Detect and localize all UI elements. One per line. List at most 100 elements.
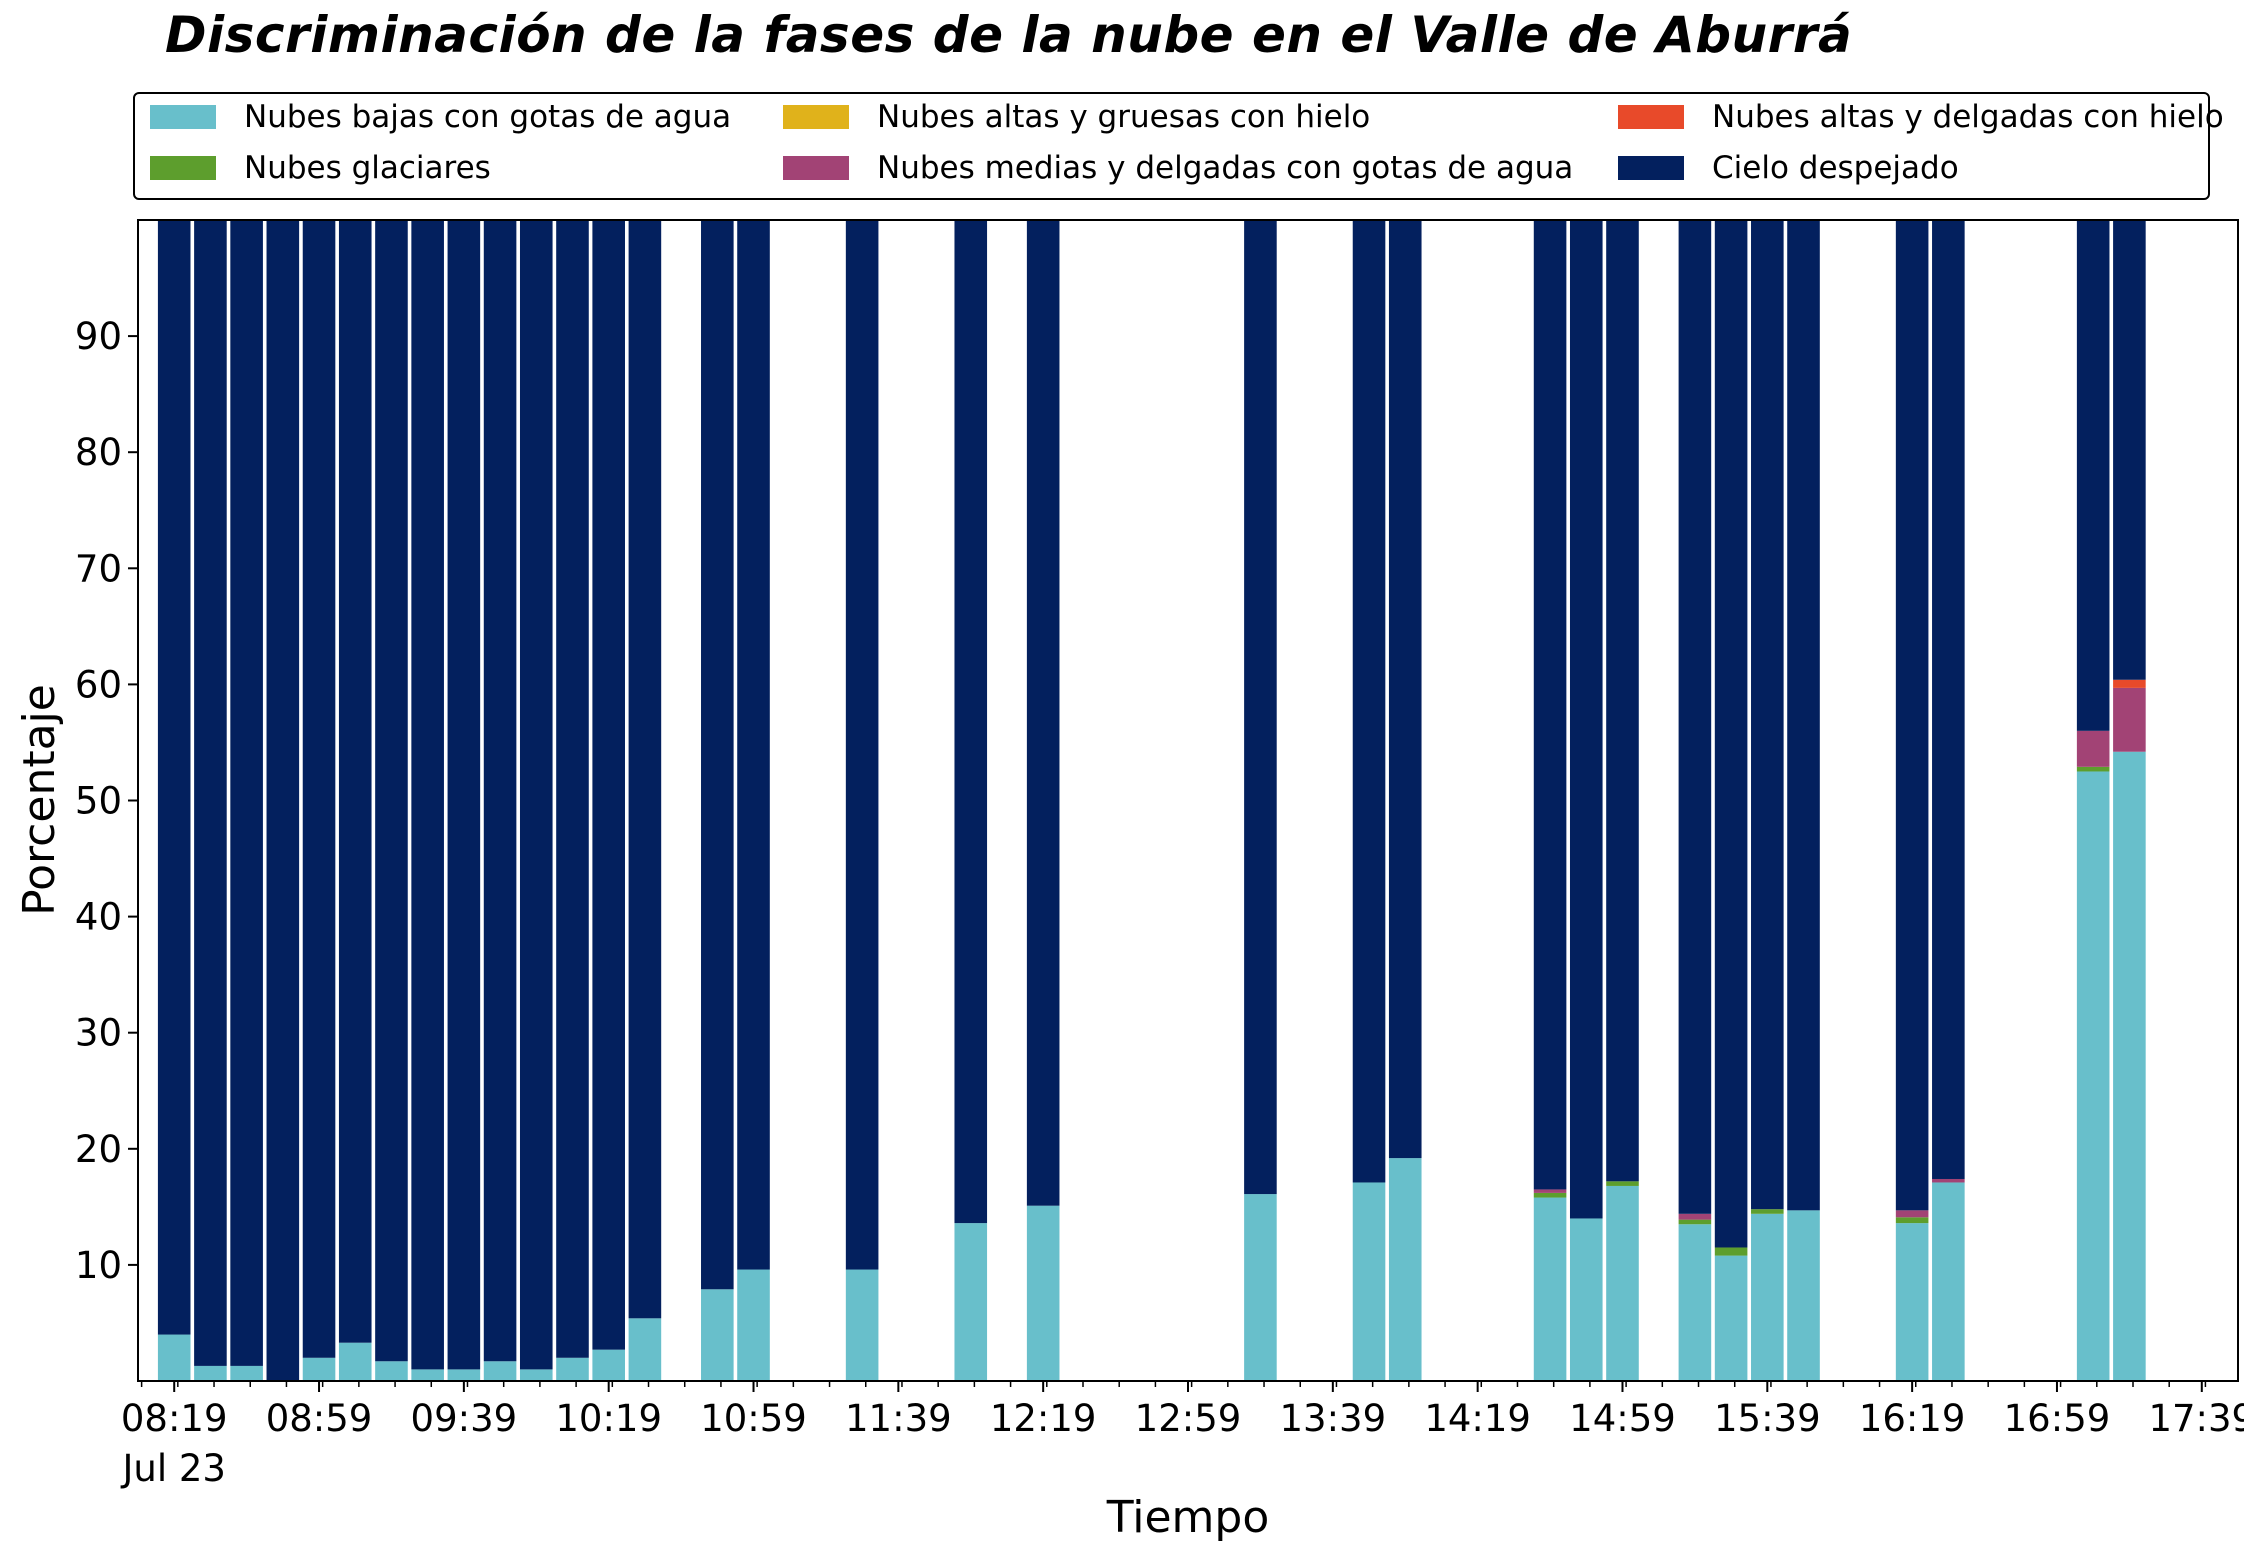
bar-segment	[592, 220, 625, 1350]
y-tick-label: 50	[75, 780, 122, 823]
bar-segment	[157, 1334, 191, 1381]
bar-segment	[1352, 220, 1386, 1183]
x-tick-label: 15:39	[1714, 1397, 1821, 1440]
legend-swatch	[150, 105, 216, 129]
x-axis-label: Tiempo	[1106, 1492, 1270, 1543]
x-tick-label: 08:59	[266, 1397, 373, 1440]
bar-segment	[519, 220, 553, 1370]
legend-label: Nubes bajas con gotas de agua	[244, 99, 732, 135]
y-tick-label: 90	[75, 315, 122, 358]
bar-segment	[1895, 1210, 1929, 1218]
legend-item-glaciares: Nubes glaciares	[150, 150, 491, 186]
y-tick-label: 10	[75, 1244, 122, 1287]
bar-segment	[1895, 220, 1929, 1211]
bar-segment	[230, 220, 263, 1366]
bar-segment	[411, 220, 444, 1370]
bar-segment	[1678, 1224, 1712, 1381]
bar-segment	[556, 220, 589, 1358]
bar-segment	[447, 1369, 481, 1381]
x-tick-date-label: Jul 23	[120, 1447, 225, 1490]
bar-segment	[1714, 1255, 1748, 1381]
x-tick-label: 12:19	[990, 1397, 1097, 1440]
bar-segment	[1787, 220, 1820, 1211]
bar-segment	[556, 1357, 589, 1381]
y-tick-label: 60	[75, 663, 122, 706]
bar-segment	[1751, 1209, 1784, 1214]
bar-segment	[1714, 1247, 1748, 1256]
legend-item-altas-delgadas: Nubes altas y delgadas con hielo	[1618, 99, 2224, 135]
bar-segment	[1751, 1213, 1784, 1381]
bar-segment	[1352, 1182, 1386, 1381]
bar-segment	[2076, 766, 2110, 772]
bar-segment	[1244, 220, 1277, 1195]
bar-segment	[1388, 220, 1422, 1159]
bar-segment	[338, 1342, 372, 1381]
bar-segment	[483, 220, 517, 1362]
bar-segment	[2113, 751, 2146, 1381]
x-tick-label: 17:39	[2148, 1397, 2244, 1440]
legend-item-medias-delgadas: Nubes medias y delgadas con gotas de agu…	[783, 150, 1574, 186]
bar-segment	[1678, 1213, 1712, 1220]
bars	[157, 220, 2146, 1381]
legend-swatch	[783, 156, 849, 180]
bar-segment	[1569, 1218, 1603, 1381]
bar-segment	[1606, 1185, 1639, 1381]
bar-segment	[194, 1365, 227, 1381]
legend-label: Nubes medias y delgadas con gotas de agu…	[877, 150, 1574, 186]
x-tick-label: 13:39	[1280, 1397, 1387, 1440]
bar-segment	[845, 1269, 879, 1381]
bar-segment	[628, 1318, 662, 1381]
bar-segment	[2113, 220, 2146, 680]
legend-label: Nubes glaciares	[244, 150, 491, 186]
bar-segment	[1244, 1194, 1277, 1381]
bar-segment	[1787, 1210, 1820, 1381]
bar-segment	[1533, 220, 1567, 1190]
bar-segment	[266, 220, 300, 1381]
bar-segment	[519, 1369, 553, 1381]
x-tick-label: 12:59	[1135, 1397, 1242, 1440]
bar-segment	[701, 1289, 734, 1381]
bar-segment	[2076, 220, 2110, 731]
bar-segment	[737, 1269, 770, 1381]
legend-item-bajas: Nubes bajas con gotas de agua	[150, 99, 732, 135]
legend-swatch	[1618, 105, 1684, 129]
bar-segment	[1606, 220, 1639, 1182]
legend-item-altas-gruesas: Nubes altas y gruesas con hielo	[783, 99, 1371, 135]
bar-segment	[1606, 1181, 1639, 1186]
bar-segment	[1569, 220, 1603, 1219]
legend-label: Nubes altas y gruesas con hielo	[877, 99, 1371, 135]
bar-segment	[1533, 1192, 1567, 1198]
bar-segment	[375, 220, 408, 1362]
bar-segment	[1932, 220, 1965, 1179]
bar-segment	[447, 220, 481, 1370]
x-tick-label: 10:59	[700, 1397, 807, 1440]
chart-title: Discriminación de la fases de la nube en…	[165, 6, 1853, 64]
bar-segment	[628, 220, 662, 1319]
bar-segment	[1932, 1182, 1965, 1381]
y-tick-label: 70	[75, 547, 122, 590]
bar-segment	[1533, 1197, 1567, 1381]
y-axis: 10 20 30 40 50 60 70 80 90	[75, 315, 138, 1287]
bar-segment	[2113, 687, 2146, 752]
x-tick-label: 09:39	[411, 1397, 518, 1440]
bar-segment	[2076, 730, 2110, 767]
bar-segment	[302, 220, 336, 1358]
x-tick-label: 14:19	[1424, 1397, 1531, 1440]
bar-segment	[592, 1349, 625, 1381]
legend-label: Nubes altas y delgadas con hielo	[1712, 99, 2224, 135]
bar-segment	[1895, 1217, 1929, 1224]
bar-segment	[194, 220, 227, 1366]
legend-swatch	[150, 156, 216, 180]
bar-segment	[1678, 220, 1712, 1214]
bar-segment	[2113, 679, 2146, 688]
bar-segment	[1388, 1158, 1422, 1381]
bar-segment	[1932, 1178, 1965, 1183]
legend-item-despejado: Cielo despejado	[1618, 150, 1959, 186]
x-tick-label: 11:39	[845, 1397, 952, 1440]
x-axis: 08:19 Jul 23 08:59 09:39 10:19 10:59 11:39 12:1…	[120, 1381, 2244, 1490]
bar-segment	[1714, 220, 1748, 1248]
bar-segment	[2076, 771, 2110, 1381]
bar-segment	[1895, 1223, 1929, 1381]
bar-segment	[845, 220, 879, 1270]
x-tick-label: 16:59	[2004, 1397, 2111, 1440]
